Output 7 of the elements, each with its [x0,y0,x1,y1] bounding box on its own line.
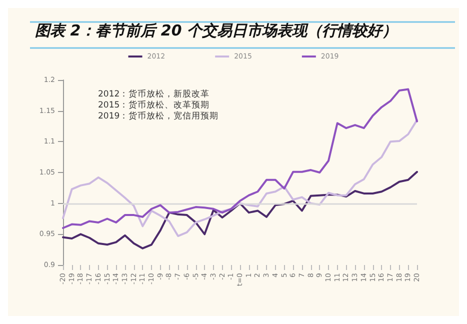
annotation: 2012：货币放松，新股改革 [98,88,210,100]
line-series [62,88,418,229]
annotation: 2019：货币放松，宽信用预期 [98,110,219,122]
annotation: 2015：货币放松、改革预期 [98,100,210,110]
line-series [62,170,418,250]
chart-title: 图表 2：春节前后 20 个交易日市场表现（行情较好） [35,22,397,40]
line-series [62,119,418,238]
